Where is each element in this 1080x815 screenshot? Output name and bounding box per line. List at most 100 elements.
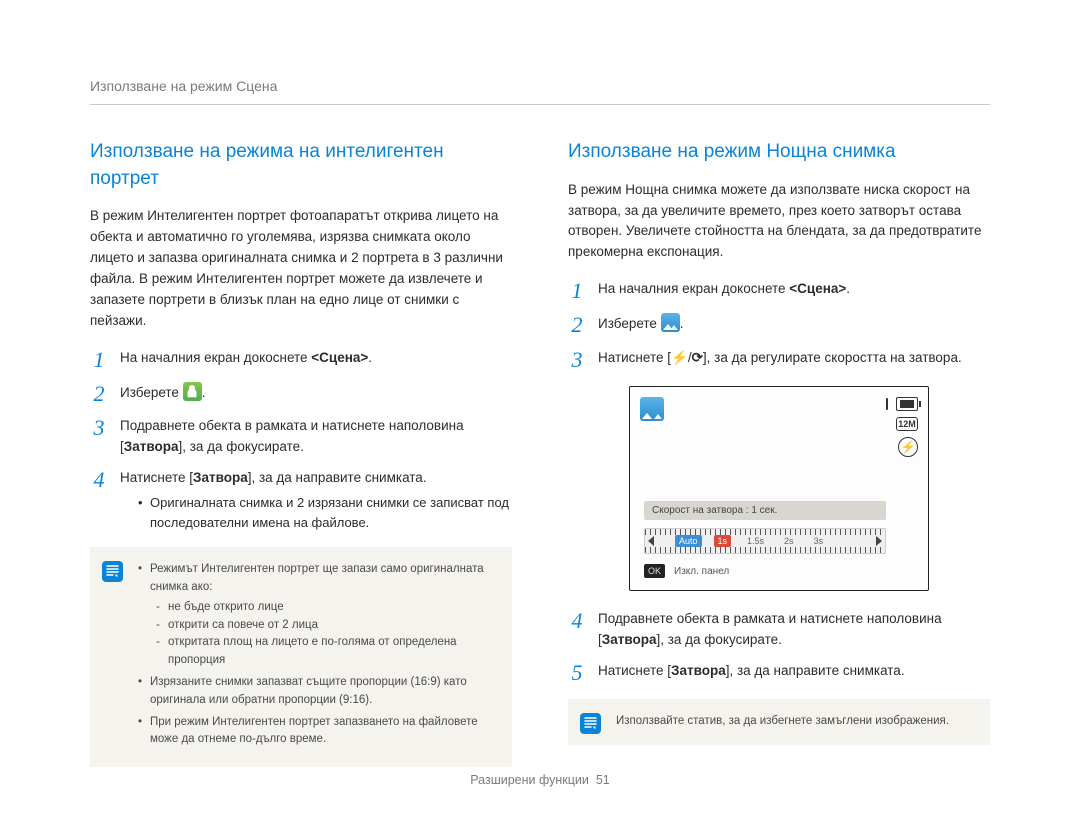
step-text: Натиснете [Затвора], за да направите сни… bbox=[120, 468, 512, 533]
note-item: Изрязаните снимки запазват същите пропор… bbox=[138, 674, 496, 710]
note-box: Използвайте статив, за да избегнете замъ… bbox=[568, 699, 990, 745]
t: Натиснете [ bbox=[120, 470, 193, 485]
dial-arrow-right-icon bbox=[876, 536, 882, 546]
section-heading-portrait: Използване на режима на интелигентен пор… bbox=[90, 139, 512, 192]
step-subbullets: Оригиналната снимка и 2 изрязани снимки … bbox=[120, 493, 512, 533]
t-bold: Затвора bbox=[124, 439, 179, 454]
lcd-flash-icon: ⚡ bbox=[898, 437, 918, 457]
dial-ticks-bottom bbox=[645, 547, 885, 553]
step-number: 2 bbox=[90, 382, 108, 406]
lcd-resolution-icon: 12M bbox=[896, 417, 918, 431]
t: Натиснете [ bbox=[598, 663, 671, 678]
step-text: Натиснете [Затвора], за да направите сни… bbox=[598, 661, 990, 685]
lcd-ok-button: OK bbox=[644, 564, 665, 578]
steps-list: 1 На началния екран докоснете <Сцена>. 2… bbox=[568, 279, 990, 372]
step-number: 3 bbox=[90, 416, 108, 458]
camera-lcd-preview: 12M ⚡ Скорост на затвора : 1 сек. Auto 1… bbox=[629, 386, 929, 591]
step-number: 1 bbox=[568, 279, 586, 303]
note-dash-item: открити са повече от 2 лица bbox=[156, 617, 496, 635]
intro-paragraph: В режим Интелигентен портрет фотоапаратъ… bbox=[90, 206, 512, 332]
dial-value: 2s bbox=[780, 535, 798, 547]
t: ], за да фокусирате. bbox=[656, 632, 781, 647]
step-number: 1 bbox=[90, 348, 108, 372]
step-number: 4 bbox=[90, 468, 108, 533]
lcd-shutter-speed-label: Скорост на затвора : 1 сек. bbox=[644, 501, 886, 520]
note-list: Режимът Интелигентен портрет ще запази с… bbox=[138, 561, 496, 749]
step-3: 3 Натиснете [⚡/⟳], за да регулирате скор… bbox=[568, 348, 990, 372]
t: ], за да фокусирате. bbox=[178, 439, 303, 454]
step-4: 4 Подравнете обекта в рамката и натиснет… bbox=[568, 609, 990, 651]
sub-bullet: Оригиналната снимка и 2 изрязани снимки … bbox=[138, 493, 512, 533]
lcd-night-mode-icon bbox=[640, 397, 664, 421]
step-1: 1 На началния екран докоснете <Сцена>. bbox=[568, 279, 990, 303]
step-5: 5 Натиснете [Затвора], за да направите с… bbox=[568, 661, 990, 685]
dial-value: 1.5s bbox=[743, 535, 768, 547]
step-text: На началния екран докоснете <Сцена>. bbox=[598, 279, 990, 303]
right-column: Използване на режим Нощна снимка В режим… bbox=[568, 139, 990, 767]
step-text-post: . bbox=[368, 350, 372, 365]
note-text: Режимът Интелигентен портрет ще запази с… bbox=[150, 563, 484, 593]
step-text-bold: <Сцена> bbox=[311, 350, 368, 365]
t: На началния екран докоснете bbox=[598, 281, 789, 296]
note-icon bbox=[580, 713, 601, 734]
header-divider bbox=[90, 104, 990, 105]
left-column: Използване на режима на интелигентен пор… bbox=[90, 139, 512, 767]
t-bold: Затвора bbox=[602, 632, 657, 647]
steps-list-cont: 4 Подравнете обекта в рамката и натиснет… bbox=[568, 609, 990, 685]
lcd-signal-icon bbox=[886, 398, 888, 410]
page-footer: Разширени функции 51 bbox=[0, 773, 1080, 787]
t: ], за да регулирате скоростта на затвора… bbox=[703, 350, 962, 365]
dial-selected: 1s bbox=[714, 535, 732, 547]
note-dash-list: не бъде открито лице открити са повече о… bbox=[150, 599, 496, 670]
footer-page-number: 51 bbox=[596, 773, 610, 787]
note-dash-item: откритата площ на лицето е по-голяма от … bbox=[156, 634, 496, 670]
note-box: Режимът Интелигентен портрет ще запази с… bbox=[90, 547, 512, 767]
step-number: 2 bbox=[568, 313, 586, 337]
step-text-pre: На началния екран докоснете bbox=[120, 350, 311, 365]
page-breadcrumb: Използване на режим Сцена bbox=[90, 78, 990, 94]
t-bold: Затвора bbox=[193, 470, 248, 485]
step-3: 3 Подравнете обекта в рамката и натиснет… bbox=[90, 416, 512, 458]
t-bold: Затвора bbox=[671, 663, 726, 678]
portrait-mode-icon bbox=[183, 382, 202, 401]
t: ], за да направите снимката. bbox=[726, 663, 905, 678]
step-text: На началния екран докоснете <Сцена>. bbox=[120, 348, 512, 372]
step-number: 3 bbox=[568, 348, 586, 372]
dial-arrow-left-icon bbox=[648, 536, 654, 546]
step-4: 4 Натиснете [Затвора], за да направите с… bbox=[90, 468, 512, 533]
step-number: 5 bbox=[568, 661, 586, 685]
t: . bbox=[846, 281, 850, 296]
lcd-ok-label: Изкл. панел bbox=[674, 566, 729, 577]
dial-value: 3s bbox=[810, 535, 828, 547]
step-text-pre: Изберете bbox=[120, 385, 183, 400]
step-text: Изберете . bbox=[120, 382, 512, 406]
t-bold: <Сцена> bbox=[789, 281, 846, 296]
t: ], за да направите снимката. bbox=[248, 470, 427, 485]
footer-section-label: Разширени функции bbox=[470, 773, 589, 787]
lcd-battery-icon bbox=[896, 397, 918, 411]
dial-auto: Auto bbox=[675, 535, 702, 547]
manual-page: Използване на режим Сцена Използване на … bbox=[0, 0, 1080, 807]
lcd-status-icons: 12M ⚡ bbox=[886, 397, 918, 457]
timer-icon: ⟳ bbox=[692, 350, 703, 365]
step-text: Подравнете обекта в рамката и натиснете … bbox=[598, 609, 990, 651]
night-mode-icon bbox=[661, 313, 680, 332]
lcd-shutter-dial: Auto 1s 1.5s 2s 3s bbox=[644, 528, 886, 554]
step-text: Натиснете [⚡/⟳], за да регулирате скорос… bbox=[598, 348, 990, 372]
step-text: Подравнете обекта в рамката и натиснете … bbox=[120, 416, 512, 458]
note-item: Режимът Интелигентен портрет ще запази с… bbox=[138, 561, 496, 670]
intro-paragraph: В режим Нощна снимка можете да използват… bbox=[568, 180, 990, 264]
dial-labels: Auto 1s 1.5s 2s 3s bbox=[675, 535, 827, 547]
step-2: 2 Изберете . bbox=[568, 313, 990, 337]
two-column-layout: Използване на режима на интелигентен пор… bbox=[90, 139, 990, 767]
step-1: 1 На началния екран докоснете <Сцена>. bbox=[90, 348, 512, 372]
t: Натиснете [ bbox=[598, 350, 671, 365]
section-heading-night: Използване на режим Нощна снимка bbox=[568, 139, 990, 166]
steps-list: 1 На началния екран докоснете <Сцена>. 2… bbox=[90, 348, 512, 533]
step-number: 4 bbox=[568, 609, 586, 651]
step-2: 2 Изберете . bbox=[90, 382, 512, 406]
note-text: Използвайте статив, за да избегнете замъ… bbox=[616, 713, 974, 731]
step-text-post: . bbox=[202, 385, 206, 400]
flash-icon: ⚡ bbox=[671, 350, 688, 365]
step-text: Изберете . bbox=[598, 313, 990, 337]
